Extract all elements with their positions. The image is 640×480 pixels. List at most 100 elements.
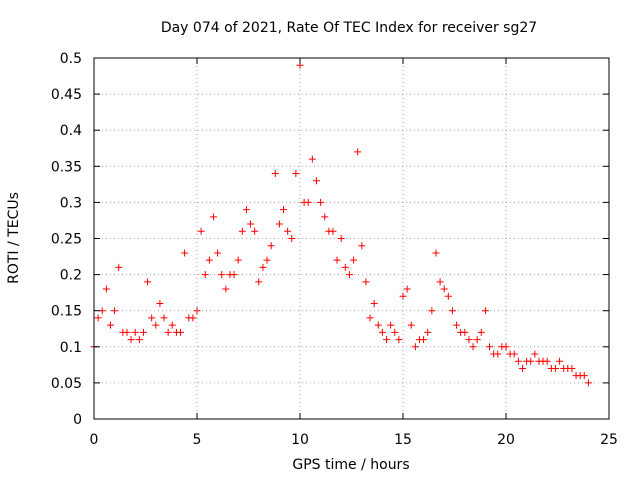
x-axis-label: GPS time / hours [292,457,409,473]
data-point [403,285,411,293]
data-point [247,220,255,228]
data-point [510,350,518,358]
data-point [407,321,415,329]
y-tick-label: 0.2 [60,268,82,284]
data-point [177,328,185,336]
data-point [288,235,296,242]
data-point [440,285,448,293]
gridlines [94,58,609,419]
data-point [345,271,353,279]
data-point [242,206,250,214]
data-point [292,170,300,178]
data-point [144,278,152,286]
y-tick-label: 0.25 [51,232,82,248]
data-point [399,292,407,300]
data-point [102,285,110,293]
y-axis-label: ROTI / TECUs [6,192,22,284]
axis-ticks: 0 0.05 0.1 0.15 0.2 0.25 0.3 0.35 0.4 0.45 0.5 0 5 10… [51,51,618,448]
data-point [420,336,428,344]
data-point [238,227,246,235]
data-point [197,227,205,235]
data-point [481,307,489,315]
y-tick-label: 0.1 [60,340,82,356]
data-point [193,307,201,315]
data-point [181,249,189,257]
data-point [477,328,485,336]
data-point [275,220,283,228]
data-point [115,263,123,271]
data-point [135,336,143,344]
data-points [90,61,592,387]
data-point [255,278,263,286]
data-point [494,350,502,358]
data-point [259,263,267,271]
data-point [341,263,349,271]
data-point [448,307,456,315]
data-point [473,336,481,344]
data-point [201,271,209,279]
data-point [428,307,436,315]
data-point [234,256,242,264]
data-point [366,314,374,322]
data-point [502,343,510,351]
x-tick-label: 15 [394,432,412,448]
data-point [580,372,588,380]
data-point [139,328,147,336]
y-tick-label: 0.45 [51,87,82,103]
y-tick-label: 0.35 [51,159,82,175]
data-point [317,198,325,206]
x-tick-label: 25 [600,432,618,448]
y-tick-label: 0.15 [51,304,82,320]
data-point [531,350,539,358]
data-point [205,256,213,264]
data-point [222,285,230,293]
data-point [436,278,444,286]
data-point [518,364,526,372]
x-tick-label: 20 [497,432,515,448]
data-point [370,299,378,307]
y-tick-label: 0.4 [60,123,82,139]
data-point [556,357,564,365]
data-point [469,343,477,351]
data-point [131,328,139,336]
data-point [527,357,535,365]
data-point [444,292,452,300]
y-tick-label: 0.05 [51,376,82,392]
y-tick-label: 0.5 [60,51,82,67]
data-point [106,321,114,329]
data-point [94,314,102,322]
data-point [168,321,176,329]
data-point [267,242,275,250]
data-point [230,271,238,279]
data-point [543,357,551,365]
data-point [350,256,358,264]
data-point [395,336,403,344]
data-point [568,364,576,372]
y-tick-label: 0.3 [60,195,82,211]
data-point [354,148,362,156]
data-point [391,328,399,336]
data-point [218,271,226,279]
chart-title: Day 074 of 2021, Rate Of TEC Index for r… [161,20,537,36]
data-point [251,227,259,235]
data-point [280,206,288,214]
data-point [362,278,370,286]
data-point [156,299,164,307]
data-point [329,227,337,235]
data-point [432,249,440,257]
data-point [461,328,469,336]
data-point [411,343,419,351]
data-point [209,213,217,221]
data-point [148,314,156,322]
data-point [160,314,168,322]
data-point [271,170,279,178]
data-point [152,321,160,329]
data-point [358,242,366,250]
data-point [304,198,312,206]
data-point [337,235,345,242]
data-point [111,307,119,315]
data-point [453,321,461,329]
data-point [387,321,395,329]
data-point [321,213,329,221]
